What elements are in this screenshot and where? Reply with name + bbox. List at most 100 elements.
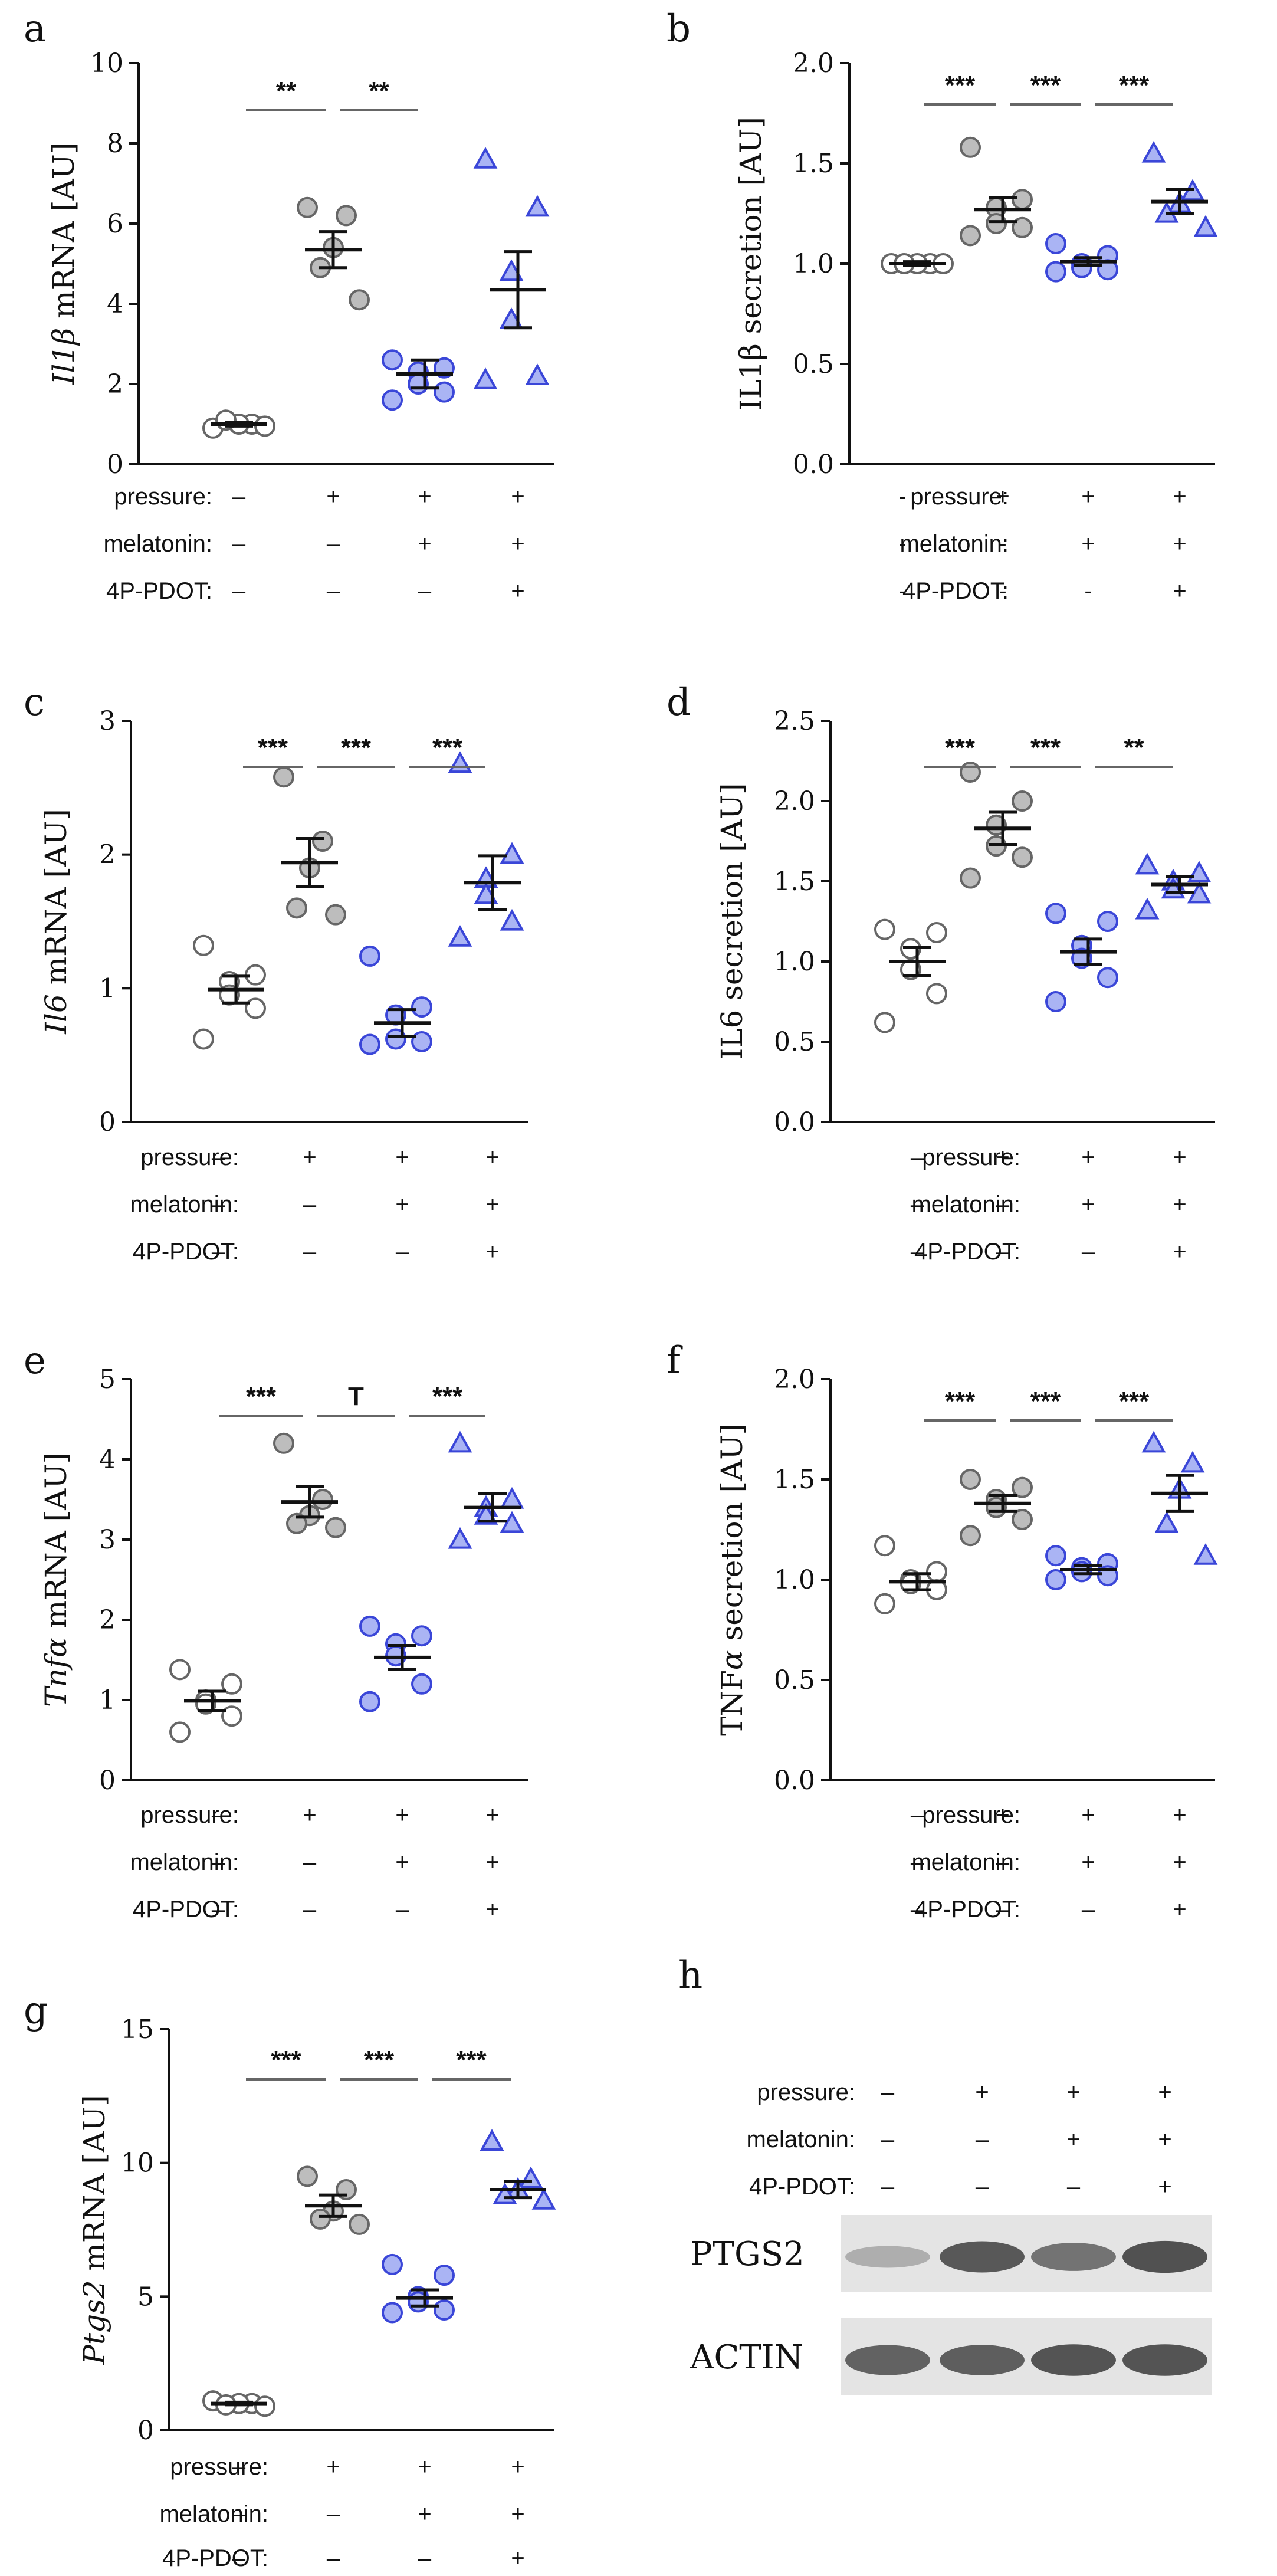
y-tick-label: 1.0 (774, 1565, 815, 1595)
panel-g: g 0 5 10 15 Ptgs2 mRNA [AU] *** *** *** pressure:… (24, 1989, 556, 2571)
condition-sign: + (1173, 1896, 1186, 1922)
condition-label: 4P-PDOT: (162, 2545, 268, 2571)
data-point-triangle (518, 2166, 543, 2188)
condition-sign: - (999, 531, 1006, 557)
data-point-triangle (448, 925, 472, 947)
condition-sign: + (1066, 2127, 1080, 2152)
data-point-circle (325, 1517, 346, 1538)
condition-sign: + (975, 2079, 989, 2105)
condition-sign: – (1067, 2174, 1081, 2200)
data-point-circle (273, 1432, 294, 1454)
data-point-triangle (1141, 140, 1166, 163)
data-point-circle (926, 1561, 947, 1583)
condition-sign: + (511, 2501, 524, 2527)
data-point-circle (900, 938, 921, 960)
data-point-circle (312, 831, 333, 852)
data-point-circle (297, 196, 318, 218)
condition-sign: - (898, 531, 906, 557)
condition-sign: + (996, 1144, 1009, 1170)
ylabel-gene: Tnfα (39, 1638, 73, 1707)
data-point-triangle (1180, 1451, 1205, 1473)
panel-letter: d (667, 681, 691, 724)
condition-sign: + (1081, 484, 1095, 510)
condition-sign: – (327, 578, 340, 604)
significance-label: *** (341, 733, 372, 762)
condition-sign: – (911, 1849, 924, 1875)
data-point-circle (874, 1593, 895, 1614)
blot-band (1031, 2344, 1116, 2376)
condition-sign: – (396, 1896, 409, 1922)
blot-band (940, 2345, 1025, 2375)
condition-sign: – (327, 2545, 340, 2571)
data-point-circle (434, 2299, 455, 2321)
y-tick-label: 1 (99, 1685, 116, 1715)
condition-sign: – (212, 1849, 225, 1875)
data-point-circle (986, 835, 1007, 857)
condition-label: pressure: (910, 484, 1009, 510)
y-tick-label: 1.0 (774, 947, 815, 977)
data-point-circle (960, 225, 981, 247)
condition-label: melatonin: (746, 2127, 855, 2152)
condition-label: melatonin: (130, 1849, 239, 1875)
condition-label: melatonin: (911, 1192, 1020, 1218)
y-tick-label: 5 (137, 2282, 154, 2312)
ylabel-pre: TNF (715, 1670, 749, 1736)
condition-sign: + (1173, 1802, 1186, 1828)
data-point-triangle (1187, 861, 1212, 882)
data-point-triangle (473, 367, 498, 389)
y-tick-label: 0 (99, 1107, 116, 1137)
data-point-circle (382, 2302, 403, 2324)
panel-letter: h (678, 1954, 702, 1997)
y-tick-label: 0.5 (793, 349, 834, 379)
data-point-circle (960, 762, 981, 783)
y-tick-label: 10 (90, 48, 123, 78)
condition-sign: – (232, 484, 246, 510)
condition-label: melatonin: (900, 531, 1009, 557)
condition-sign: – (911, 1192, 924, 1218)
ylabel-rest: mRNA [AU] (39, 809, 73, 994)
condition-sign: – (911, 1896, 924, 1922)
y-axis-label: IL1β secretion [AU] (734, 117, 768, 411)
condition-sign: + (1173, 578, 1186, 604)
data-point-circle (245, 997, 266, 1019)
data-point-triangle (1154, 1511, 1179, 1533)
data-point-triangle (500, 842, 524, 864)
y-tick-label: 15 (121, 2014, 154, 2045)
condition-sign: – (881, 2127, 895, 2152)
data-point-circle (1097, 967, 1118, 989)
y-tick-label: 0.0 (774, 1766, 815, 1796)
data-point-circle (926, 983, 947, 1005)
condition-label: 4P-PDOT: (133, 1896, 239, 1922)
y-tick-label: 5 (99, 1364, 116, 1394)
condition-sign: – (911, 1239, 924, 1265)
condition-label: 4P-PDOT: (133, 1239, 239, 1265)
y-tick-label: 2.5 (774, 706, 815, 736)
condition-sign: + (326, 2454, 340, 2480)
data-point-circle (1045, 1569, 1066, 1590)
condition-sign: + (511, 2545, 524, 2571)
condition-label: pressure: (757, 2079, 855, 2105)
condition-label: pressure: (140, 1802, 239, 1828)
data-point-circle (411, 1673, 432, 1695)
blot-band (1031, 2243, 1116, 2271)
panel-letter: b (667, 7, 691, 51)
condition-sign: + (1158, 2127, 1171, 2152)
data-point-circle (960, 1469, 981, 1490)
data-point-circle (1045, 1545, 1066, 1567)
condition-sign: – (232, 2501, 246, 2527)
data-point-triangle (473, 147, 498, 169)
significance-label: *** (1119, 71, 1150, 100)
blot-band (940, 2241, 1025, 2273)
y-tick-label: 0.5 (774, 1665, 815, 1695)
condition-label: 4P-PDOT: (902, 578, 1009, 604)
condition-sign: + (418, 2501, 431, 2527)
significance-label: *** (1030, 733, 1061, 762)
data-point-circle (1012, 216, 1033, 238)
panel-letter: g (24, 1989, 48, 2033)
condition-sign: + (1066, 2079, 1080, 2105)
panel-f: f 0.0 0.5 1.0 1.5 2.0 TNFα secretion [AU] *** **… (667, 1339, 1218, 1922)
